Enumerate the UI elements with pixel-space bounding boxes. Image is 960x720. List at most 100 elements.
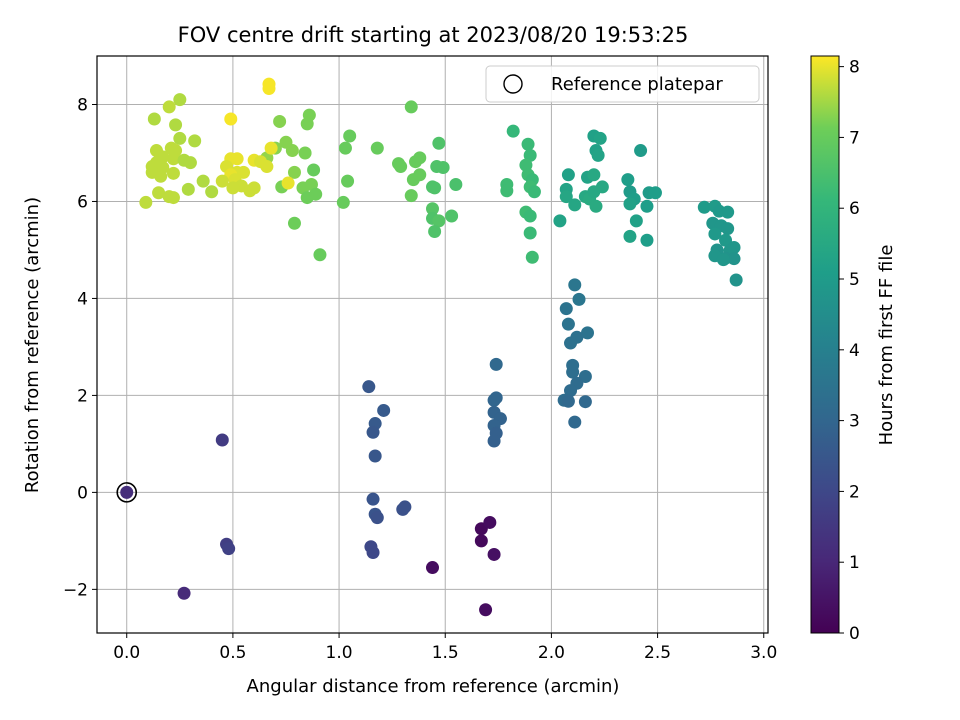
colorbar-tick-label: 0 [849,624,860,644]
data-point [300,191,314,205]
x-tick-label: 1.0 [326,643,353,663]
data-point [285,144,299,158]
data-point [721,205,735,219]
grid [97,56,768,633]
data-point [589,199,603,213]
data-point [224,112,238,126]
data-point [593,131,607,145]
data-point [729,273,743,287]
legend-marker [503,74,523,94]
data-point [436,161,450,175]
data-point [487,434,501,448]
data-point [370,511,384,525]
y-tick-label: 6 [77,192,88,212]
colorbar-tick-label: 4 [849,341,860,361]
data-point [304,177,318,191]
data-point [370,141,384,155]
data-point [426,202,439,216]
data-point [262,81,276,95]
data-point [426,561,439,575]
plot-frame [96,55,769,634]
data-point [273,114,287,128]
colorbar-tick-label: 8 [849,58,860,78]
reference-marker [116,482,138,503]
data-point [222,542,236,556]
data-point [561,394,575,408]
data-point [413,151,427,165]
data-point [489,391,503,405]
data-point [623,197,637,211]
data-point [521,137,535,151]
data-point [697,200,711,214]
data-point [177,586,191,600]
data-point [404,100,418,114]
data-point [181,182,195,196]
data-point [559,302,573,316]
data-point [260,160,274,174]
data-point [445,209,459,223]
scatter-points [120,77,743,617]
colorbar-ticks: 0 1 2 3 4 5 6 7 8 [839,58,860,644]
data-point [708,227,722,241]
data-point [623,229,637,243]
data-point [561,168,575,182]
data-point [474,534,488,548]
colorbar-label: Hours from first FF file [876,245,897,446]
data-point [566,365,580,379]
y-tick-label: 0 [77,483,88,503]
data-point [572,292,586,306]
data-point [727,252,741,266]
data-point [205,185,219,199]
data-point [313,248,327,262]
data-point [307,163,321,177]
data-point [152,186,166,200]
data-point [716,253,730,267]
data-point [648,186,662,200]
chart-title: FOV centre drift starting at 2023/08/20 … [178,23,689,47]
x-tick-label: 1.5 [432,643,459,663]
data-point [188,134,202,148]
data-point [154,169,168,183]
data-point [169,118,183,132]
data-point [719,233,733,247]
data-point [404,189,418,203]
data-point [587,168,601,182]
data-point [413,168,427,182]
y-axis: −2 0 2 4 6 8 [63,95,97,600]
data-point [621,173,635,187]
data-point [173,131,187,145]
legend: Reference platepar [485,65,760,103]
data-point [568,415,582,429]
data-point [147,112,161,126]
data-point [287,216,301,230]
data-point [564,384,578,398]
data-point [527,185,541,199]
data-point [281,176,295,190]
data-point [247,181,261,195]
data-point [525,250,539,264]
data-point [483,515,497,529]
data-point [139,195,153,209]
data-point [432,136,446,150]
colorbar-tick-label: 3 [849,412,860,432]
data-point [500,184,514,198]
data-point [394,160,408,174]
data-point [120,485,134,499]
data-point [449,177,463,191]
data-point [640,199,654,213]
x-tick-label: 0.0 [113,643,140,663]
data-point [226,181,240,195]
data-point [640,233,654,247]
data-point [487,547,501,561]
x-axis-label: Angular distance from reference (arcmin) [247,676,620,697]
data-point [230,152,244,166]
colorbar-tick-label: 5 [849,270,860,290]
data-point [166,191,180,205]
colorbar-tick-label: 6 [849,199,860,219]
data-point [506,124,520,138]
data-point [300,117,314,131]
colorbar-gradient [810,55,840,634]
data-point [561,317,575,331]
data-point [629,214,643,228]
